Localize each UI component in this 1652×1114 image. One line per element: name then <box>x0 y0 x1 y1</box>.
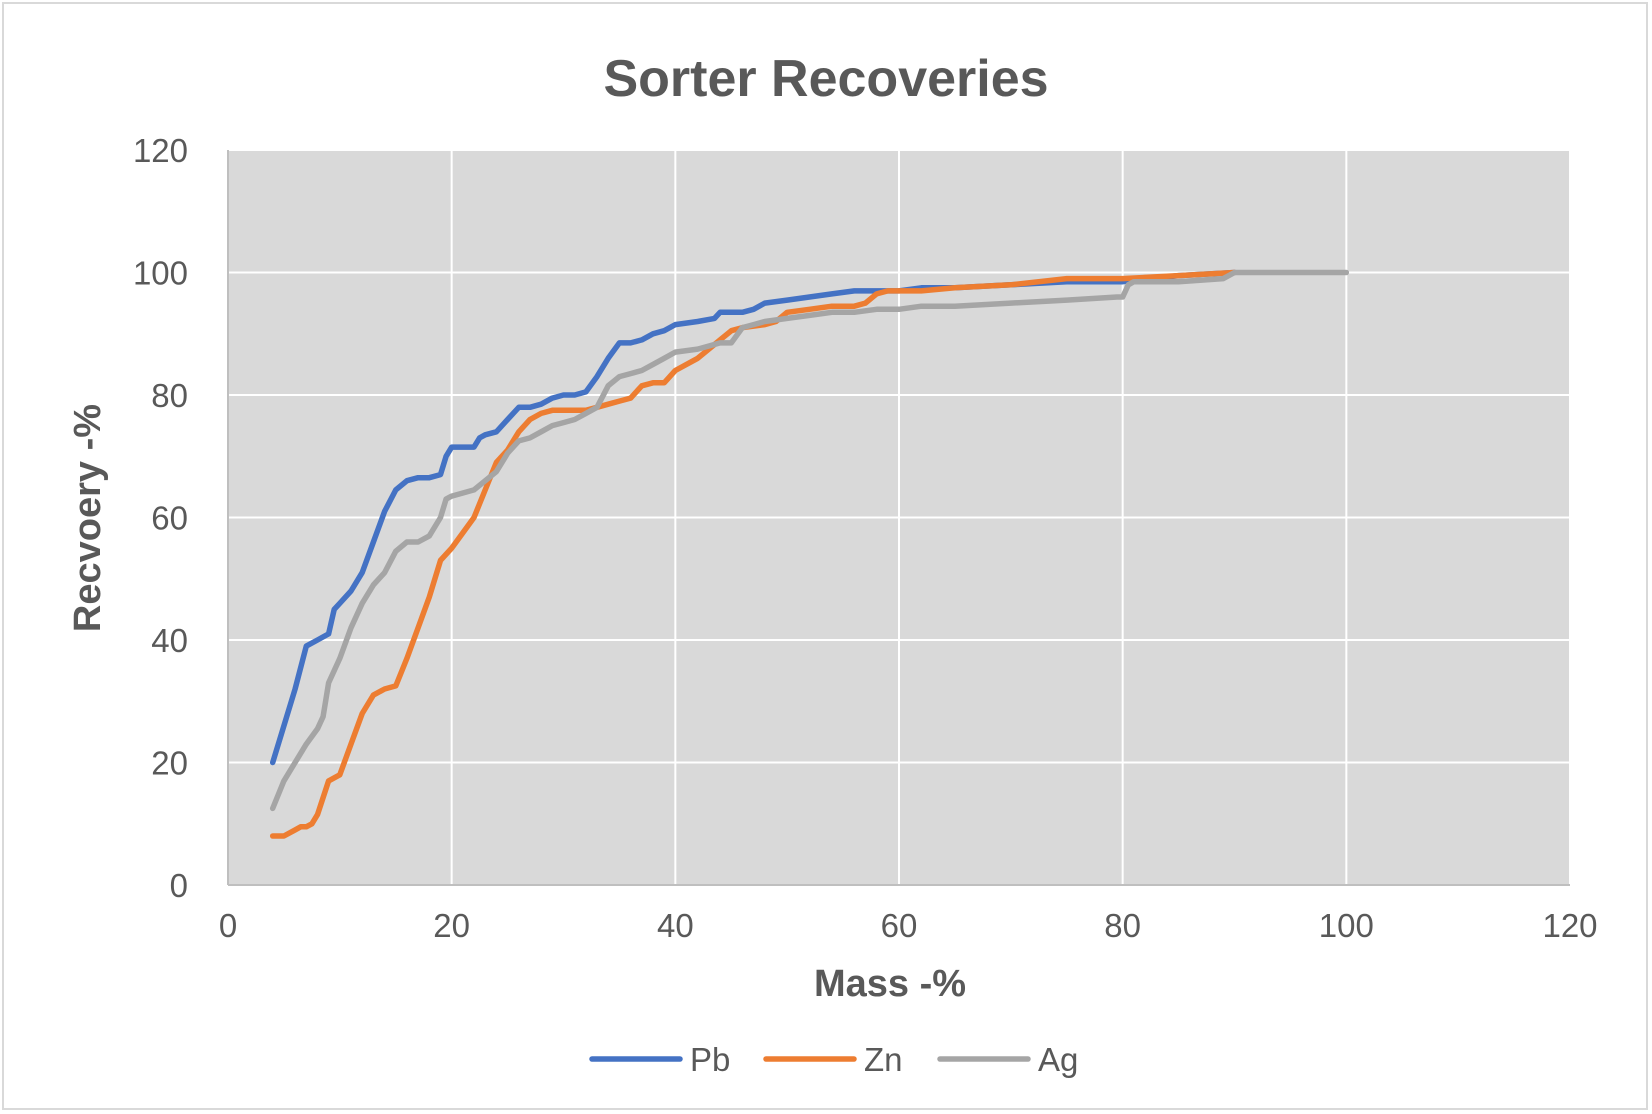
series-lines <box>269 269 1350 839</box>
x-axis-title: Mass -% <box>814 963 966 1005</box>
y-axis-ticks: 0 20 40 60 80 100 120 <box>133 132 188 904</box>
axes <box>227 150 1570 886</box>
series-line-zn <box>269 269 1238 839</box>
y-tick-label: 120 <box>133 132 188 169</box>
y-tick-label: 0 <box>170 867 188 904</box>
series-line-pb <box>269 269 1238 766</box>
legend: Pb Zn Ag <box>589 1041 1078 1078</box>
legend-label-pb: Pb <box>690 1041 730 1078</box>
y-tick-label: 100 <box>133 255 188 292</box>
series-line-ag <box>269 269 1350 812</box>
y-tick-label: 40 <box>151 622 188 659</box>
x-tick-label: 100 <box>1319 907 1374 944</box>
x-tick-label: 20 <box>433 907 470 944</box>
y-tick-label: 20 <box>151 745 188 782</box>
legend-label-ag: Ag <box>1038 1041 1078 1078</box>
y-tick-label: 60 <box>151 500 188 537</box>
y-tick-label: 80 <box>151 377 188 414</box>
x-tick-label: 60 <box>881 907 918 944</box>
legend-label-zn: Zn <box>864 1041 903 1078</box>
x-axis-ticks: 0 20 40 60 80 100 120 <box>219 907 1598 944</box>
chart-title: Sorter Recoveries <box>603 50 1048 108</box>
x-tick-label: 120 <box>1542 907 1597 944</box>
y-axis-title: Recvoery -% <box>67 404 109 632</box>
x-tick-label: 0 <box>219 907 237 944</box>
x-tick-label: 40 <box>657 907 694 944</box>
x-tick-label: 80 <box>1104 907 1141 944</box>
